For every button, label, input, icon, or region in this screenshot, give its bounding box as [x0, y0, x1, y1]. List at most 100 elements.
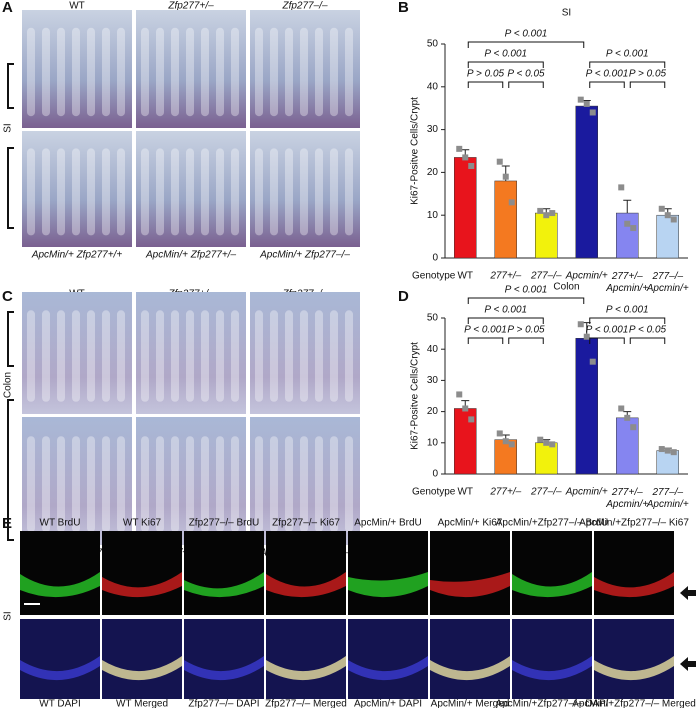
- crypt: [285, 436, 293, 533]
- crypt: [87, 148, 95, 236]
- crypt: [72, 148, 80, 236]
- crypt: [255, 148, 263, 236]
- significance-bracket: [508, 81, 544, 88]
- crypt: [270, 27, 278, 117]
- data-point: [496, 430, 503, 437]
- column-label: Zfp277–/– DAPI: [188, 699, 259, 708]
- crypt: [141, 27, 149, 117]
- column-label: WT BrdU: [40, 518, 81, 529]
- crypt: [72, 436, 80, 533]
- data-point: [664, 447, 671, 454]
- x-axis-label: Genotype: [412, 487, 456, 498]
- y-tick-label: 30: [427, 124, 439, 135]
- column-label: Zfp277–/– BrdU: [189, 518, 260, 529]
- y-axis-label: Ki67-Positve Cells/Crypt: [410, 97, 421, 205]
- column-label: ApcMin/+ Ki67: [438, 518, 503, 529]
- crypt: [156, 148, 164, 236]
- crypt: [216, 27, 224, 117]
- crypt: [87, 27, 95, 117]
- panel-label: C: [2, 288, 13, 305]
- bar: [535, 212, 558, 259]
- x-tick-label: 277–/–: [530, 271, 562, 282]
- significance-label: P < 0.001: [606, 49, 649, 60]
- crypt: [141, 148, 149, 236]
- y-tick-label: 40: [427, 344, 439, 355]
- crypt: [330, 148, 338, 236]
- data-point: [502, 173, 509, 180]
- crypt: [42, 148, 50, 236]
- micrograph: [250, 10, 360, 128]
- crypt: [57, 148, 65, 236]
- stain-band: [266, 656, 346, 681]
- micrograph: [22, 292, 132, 414]
- data-point: [496, 158, 503, 165]
- column-label: Zfp277–/– Merged: [265, 699, 347, 708]
- y-tick-label: 0: [432, 253, 438, 264]
- crypt: [42, 310, 50, 402]
- crypt: [117, 310, 125, 402]
- crypt: [285, 27, 293, 117]
- significance-bracket: [467, 337, 504, 344]
- column-label: ApcMin/+ DAPI: [354, 699, 422, 708]
- column-label: Zfp277–/– Ki67: [272, 518, 340, 529]
- x-tick-label: 277–/–: [530, 487, 562, 498]
- significance-label: P < 0.001: [505, 285, 548, 296]
- data-point: [537, 436, 544, 443]
- crypt: [231, 148, 239, 236]
- error-bar: [623, 199, 632, 214]
- micrograph: [102, 619, 182, 699]
- crypt: [315, 436, 323, 533]
- row-label: Colon: [3, 372, 14, 398]
- data-point: [583, 100, 590, 107]
- y-tick-label: 40: [427, 81, 439, 92]
- crypt: [42, 436, 50, 533]
- crypt: [330, 436, 338, 533]
- data-point: [543, 439, 550, 446]
- column-label: ApcMin/+Zfp277–/– BrdU: [496, 518, 609, 529]
- column-label: WT DAPI: [39, 699, 80, 708]
- y-tick-label: 50: [427, 313, 439, 324]
- y-tick-label: 0: [432, 469, 438, 480]
- data-point: [468, 162, 475, 169]
- crypt: [300, 436, 308, 533]
- crypt: [186, 27, 194, 117]
- data-point: [658, 446, 665, 453]
- micrograph: [250, 292, 360, 414]
- data-point: [577, 96, 584, 103]
- crypt: [57, 436, 65, 533]
- significance-bracket: [467, 61, 544, 68]
- significance-label: P < 0.05: [629, 325, 667, 336]
- micrograph: [136, 292, 246, 414]
- significance-bracket: [629, 337, 666, 344]
- crypt: [117, 148, 125, 236]
- data-point: [589, 358, 596, 365]
- data-point: [583, 333, 590, 340]
- significance-label: P < 0.05: [507, 69, 545, 80]
- data-point: [664, 212, 671, 219]
- significance-label: P < 0.001: [505, 29, 548, 40]
- micrograph: [512, 531, 592, 615]
- crypt: [231, 310, 239, 402]
- micrograph: [20, 619, 100, 699]
- crypt: [216, 148, 224, 236]
- column-label: ApcMin/+Zfp277–/– Merged: [572, 699, 696, 708]
- crypt: [171, 148, 179, 236]
- crypt: [102, 27, 110, 117]
- crypt: [345, 27, 353, 117]
- crypt: [57, 27, 65, 117]
- significance-bracket: [589, 317, 666, 324]
- crypt: [330, 27, 338, 117]
- chart-title: SI: [562, 8, 571, 19]
- crypt: [201, 148, 209, 236]
- bar: [535, 442, 558, 475]
- significance-bracket: [467, 81, 504, 88]
- region-bracket: [7, 311, 14, 541]
- crypt: [270, 310, 278, 402]
- data-point: [508, 441, 515, 448]
- stain-band: [102, 656, 182, 681]
- scale-bar: [24, 603, 40, 605]
- micrograph: [266, 531, 346, 615]
- significance-label: P > 0.05: [507, 325, 545, 336]
- data-point: [502, 438, 509, 445]
- micrograph: [594, 619, 674, 699]
